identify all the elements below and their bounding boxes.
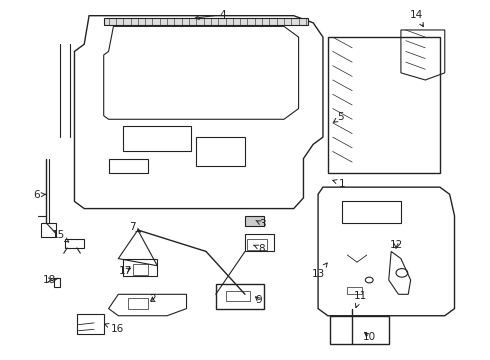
Bar: [245, 216, 265, 226]
Text: 14: 14: [410, 10, 423, 27]
Text: 3: 3: [256, 219, 266, 229]
Text: 6: 6: [33, 190, 46, 200]
Text: 10: 10: [363, 332, 376, 342]
Bar: [109, 158, 147, 173]
Text: 18: 18: [43, 275, 56, 285]
Bar: [245, 234, 274, 251]
Bar: [216, 284, 265, 309]
Text: 4: 4: [195, 10, 226, 19]
Bar: [104, 18, 308, 24]
Bar: [247, 239, 267, 249]
Text: 1: 1: [333, 179, 346, 189]
Bar: [65, 239, 84, 248]
Bar: [347, 287, 362, 294]
Bar: [225, 291, 250, 301]
Text: 16: 16: [105, 324, 124, 334]
Bar: [343, 202, 401, 223]
Text: 12: 12: [390, 240, 403, 250]
Text: 2: 2: [149, 294, 156, 303]
Bar: [128, 298, 147, 309]
Bar: [123, 126, 192, 152]
Bar: [133, 264, 147, 275]
Bar: [330, 316, 389, 344]
Text: 8: 8: [253, 244, 266, 253]
Bar: [54, 278, 60, 287]
Text: 5: 5: [334, 112, 344, 122]
Bar: [196, 137, 245, 166]
Text: 7: 7: [129, 222, 141, 232]
Text: 11: 11: [353, 291, 367, 307]
Text: 15: 15: [52, 230, 69, 242]
Text: 9: 9: [255, 295, 262, 305]
Bar: [41, 223, 56, 237]
Text: 13: 13: [312, 263, 327, 279]
Bar: [77, 314, 104, 334]
Bar: [123, 258, 157, 276]
Text: 17: 17: [119, 266, 132, 276]
